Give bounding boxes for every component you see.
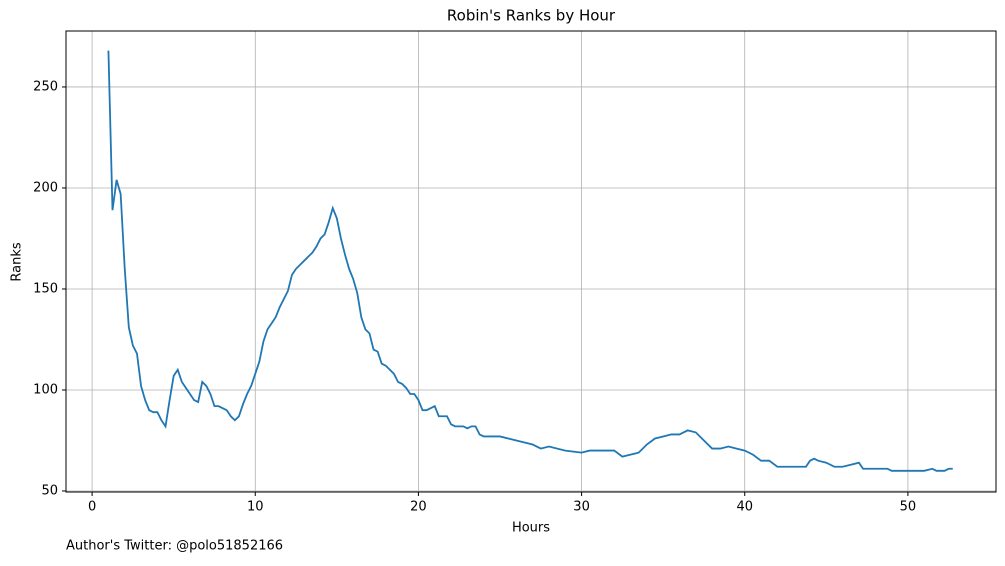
x-tick-label: 50 — [900, 500, 917, 515]
y-tick-label: 150 — [33, 281, 58, 296]
annotation: Author's Twitter: @polo51852166 — [66, 539, 283, 554]
chart-title: Robin's Ranks by Hour — [447, 7, 616, 25]
y-tick-label: 200 — [33, 180, 58, 195]
x-tick-label: 40 — [736, 500, 753, 515]
line — [107, 50, 953, 472]
x-tick-label: 30 — [573, 500, 590, 515]
y-tick-label: 50 — [41, 483, 58, 498]
x-tick-label: 20 — [410, 500, 427, 515]
plot-frame — [65, 30, 997, 493]
x-axis-label: Hours — [512, 521, 550, 536]
y-tick-label: 250 — [33, 79, 58, 94]
y-axis-label: Ranks — [10, 242, 25, 281]
y-tick-label: 100 — [33, 382, 58, 397]
x-tick-label: 0 — [88, 500, 96, 515]
x-tick-label: 10 — [247, 500, 264, 515]
